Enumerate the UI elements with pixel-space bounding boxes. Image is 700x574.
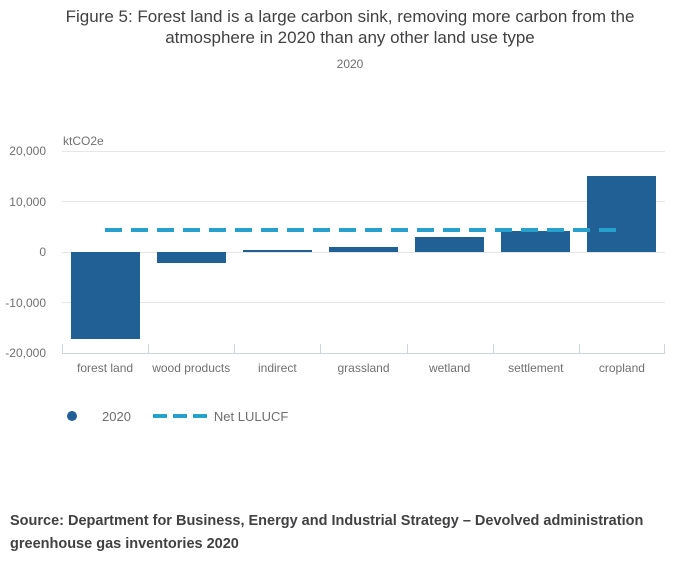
plot-area [62,150,665,354]
x-category-label-settlement: settlement [508,361,564,375]
y-axis-unit-label: ktCO2e [63,134,104,148]
bar-wood-products[interactable] [156,252,226,264]
bar-forest-land[interactable] [70,252,140,340]
y-tick-label: -20,000 [5,346,46,360]
legend-net-lulucf-label[interactable]: Net LULUCF [213,408,289,424]
x-axis-tick [407,344,408,353]
chart-title: Figure 5: Forest land is a large carbon … [65,7,635,47]
chart-legend: 2020 Net LULUCF [67,407,288,425]
x-category-label-wetland: wetland [428,361,471,375]
x-axis-tick [579,344,580,353]
y-tick-label: 0 [39,245,46,259]
legend-series-marker[interactable] [67,411,77,421]
chart-subtitle: 2020 [336,57,364,71]
x-category-label-grassland: grassland [337,361,390,375]
x-axis-tick [62,344,63,353]
bar-cropland[interactable] [587,176,657,252]
x-axis-tick [493,344,494,353]
net-lulucf-line[interactable] [105,227,622,232]
x-category-label-forest-land: forest land [77,361,134,375]
x-category-label-indirect: indirect [258,361,297,375]
legend-series-label[interactable]: 2020 [102,408,131,424]
x-axis-tick [148,344,149,353]
x-axis-tick [234,344,235,353]
source-note: Source: Department for Business, Energy … [10,513,644,552]
bar-indirect[interactable] [242,250,312,252]
x-category-label-wood-products: wood products [152,361,231,375]
bar-grassland[interactable] [329,246,398,252]
bar-wetland[interactable] [415,236,485,252]
y-tick-label: 20,000 [9,144,46,158]
x-axis-tick [320,344,321,353]
y-tick-label: 10,000 [9,194,46,209]
gridline-y--20000 [62,352,665,354]
y-tick-label: -10,000 [5,295,46,310]
x-category-label-cropland: cropland [598,361,645,375]
gridline-y-10000 [62,201,665,202]
legend-net-lulucf-dash[interactable] [152,414,207,418]
bar-settlement[interactable] [501,231,571,252]
gridline-y-0 [62,251,665,253]
x-axis-tick [664,344,665,353]
gridline-y--10000 [62,302,665,303]
gridline-y-20000 [62,150,665,152]
